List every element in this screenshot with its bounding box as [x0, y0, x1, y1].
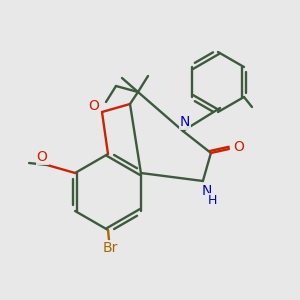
Text: O: O: [37, 150, 47, 164]
Text: N: N: [180, 115, 190, 129]
Text: N: N: [202, 184, 212, 198]
Text: Br: Br: [102, 241, 118, 255]
Text: O: O: [88, 99, 99, 113]
Text: H: H: [208, 194, 218, 206]
Text: O: O: [233, 140, 244, 154]
